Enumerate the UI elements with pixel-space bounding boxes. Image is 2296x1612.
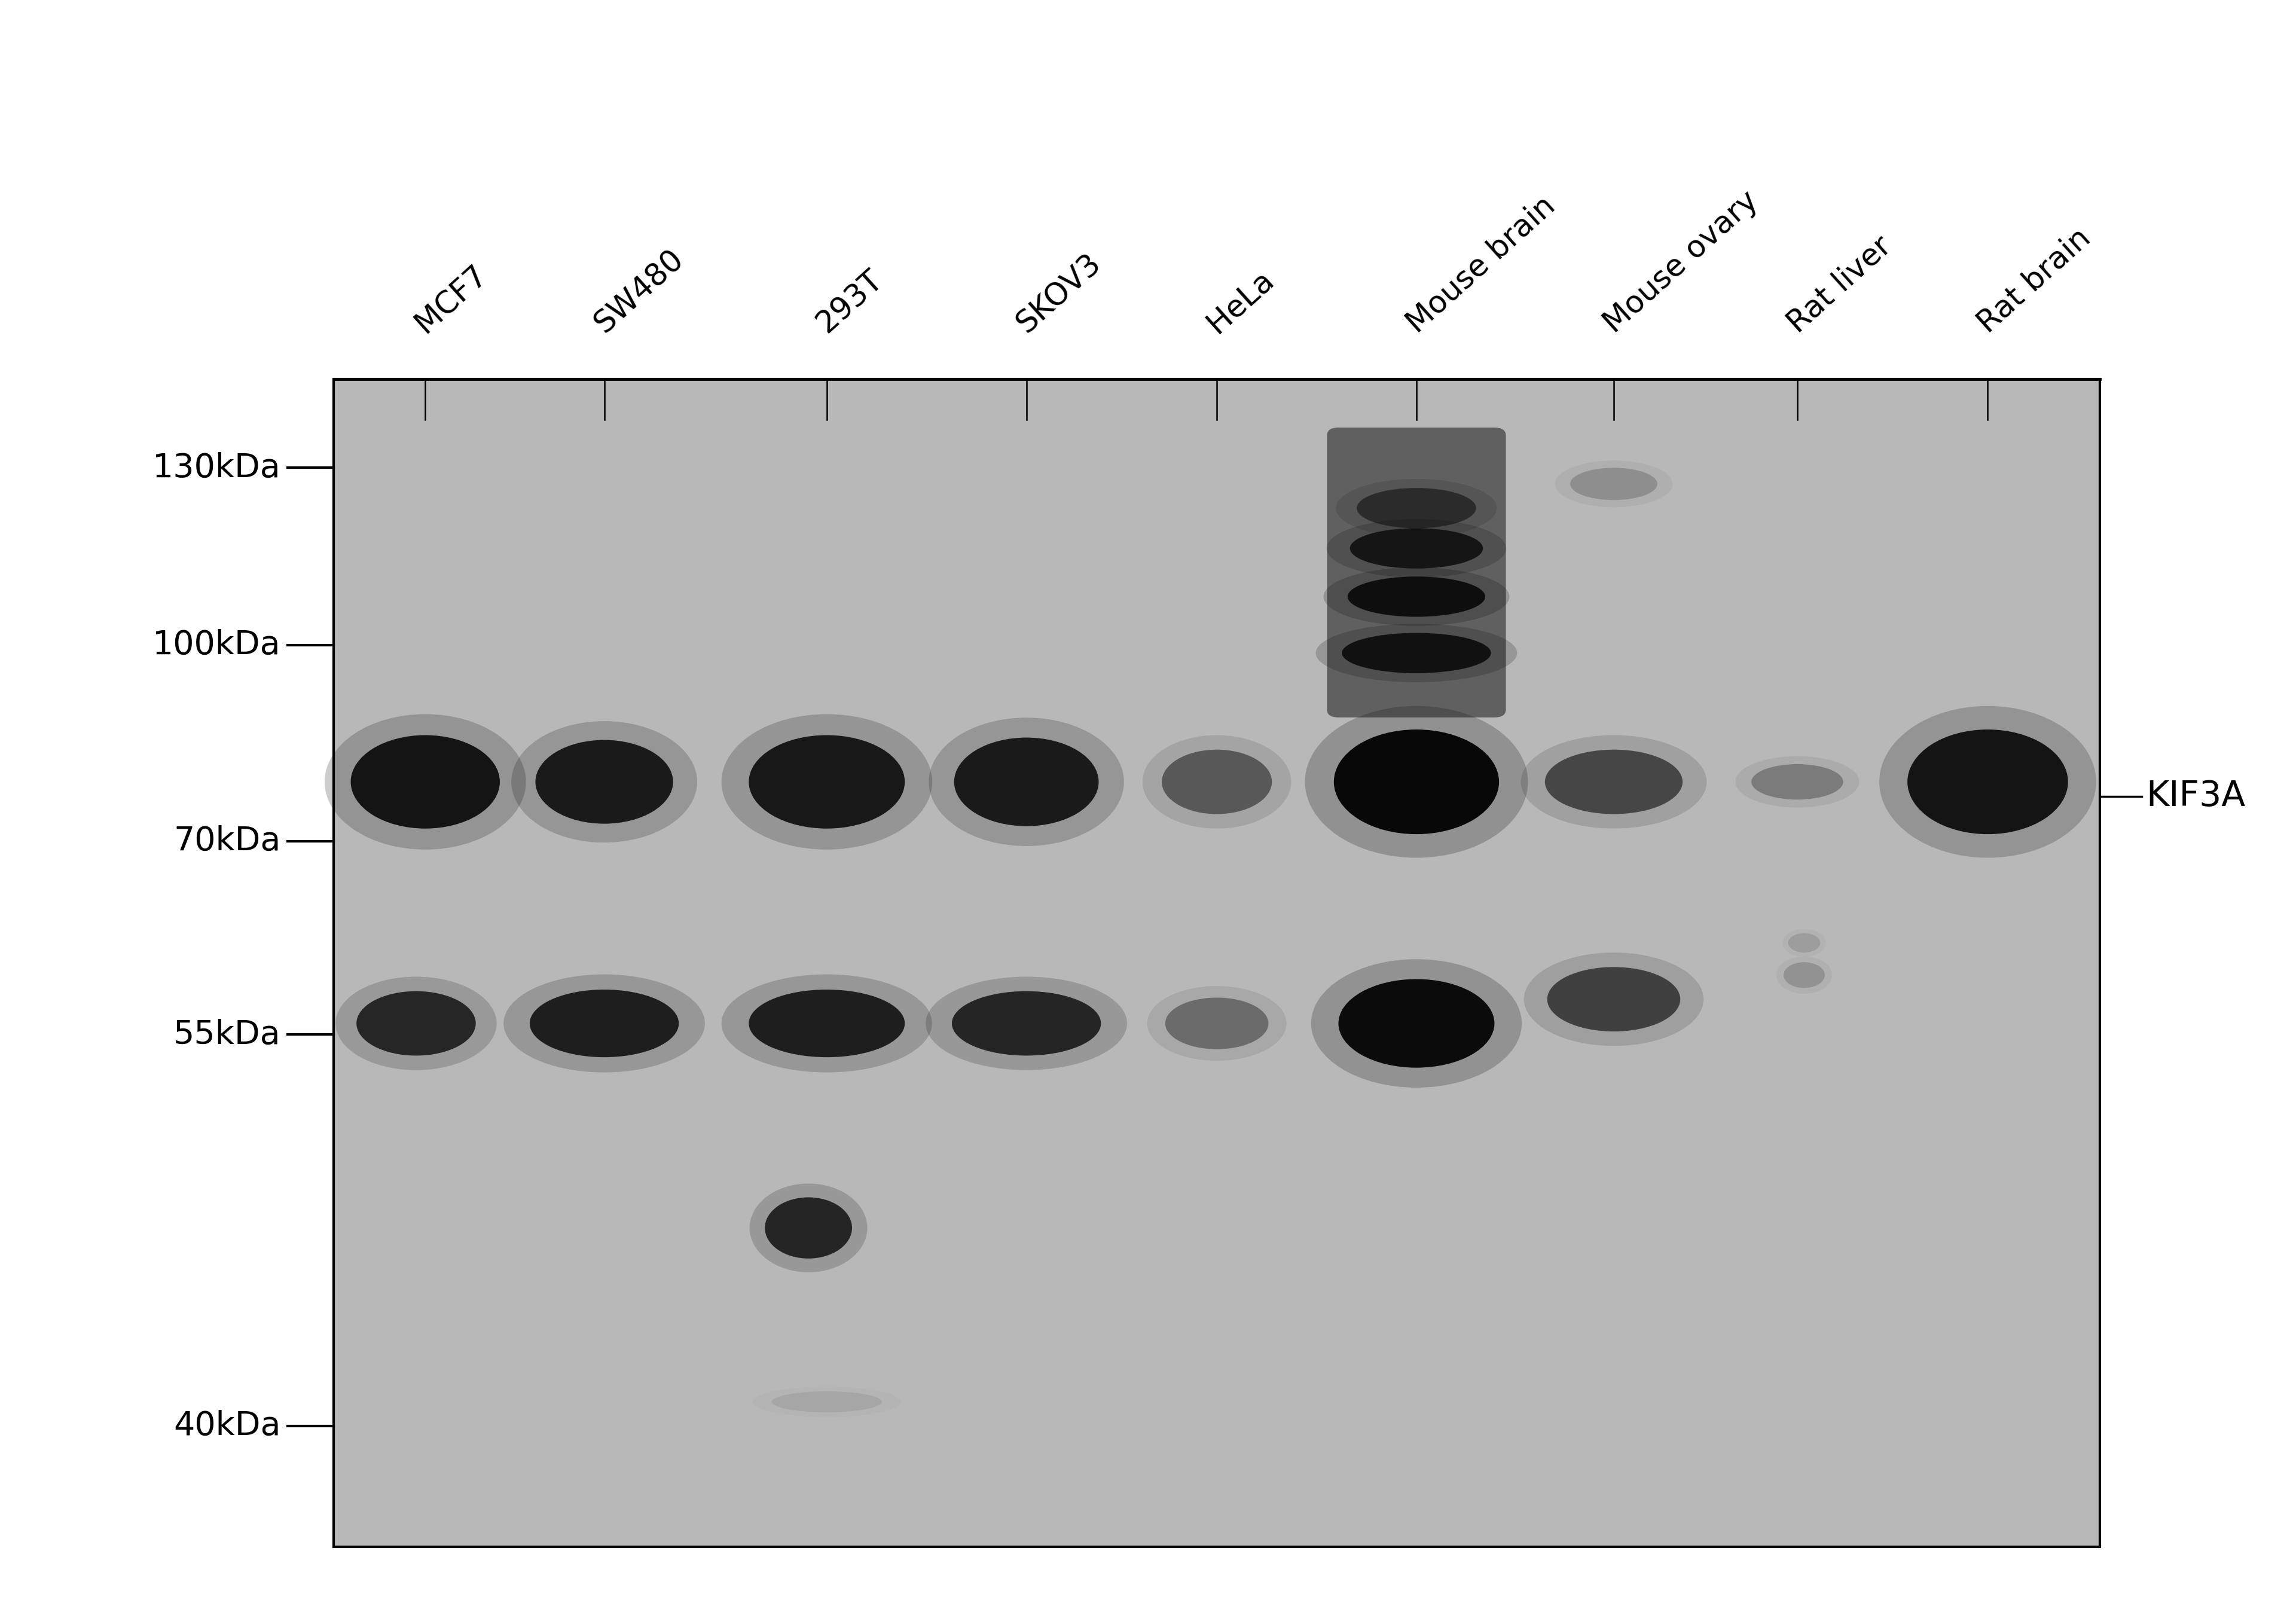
Ellipse shape: [953, 991, 1102, 1056]
Ellipse shape: [1777, 956, 1832, 993]
Ellipse shape: [335, 977, 496, 1070]
Text: 70kDa: 70kDa: [174, 825, 280, 858]
Ellipse shape: [721, 974, 932, 1072]
Text: 40kDa: 40kDa: [174, 1411, 280, 1443]
Ellipse shape: [1350, 529, 1483, 569]
Ellipse shape: [1908, 730, 2069, 833]
Ellipse shape: [1880, 706, 2096, 858]
Text: Rat liver: Rat liver: [1782, 231, 1896, 339]
FancyBboxPatch shape: [333, 379, 2101, 1548]
Text: Rat brain: Rat brain: [1972, 222, 2096, 339]
Ellipse shape: [1311, 959, 1522, 1088]
Ellipse shape: [1357, 488, 1476, 529]
Ellipse shape: [930, 717, 1125, 846]
Ellipse shape: [1752, 764, 1844, 800]
Ellipse shape: [1148, 987, 1286, 1061]
Ellipse shape: [1316, 624, 1518, 682]
Ellipse shape: [765, 1198, 852, 1259]
Ellipse shape: [351, 735, 501, 829]
Ellipse shape: [1570, 467, 1658, 500]
Ellipse shape: [1339, 978, 1495, 1067]
Text: SW480: SW480: [588, 243, 689, 339]
Ellipse shape: [1736, 756, 1860, 808]
Ellipse shape: [1348, 577, 1486, 617]
Ellipse shape: [535, 740, 673, 824]
Ellipse shape: [748, 990, 905, 1057]
Ellipse shape: [1789, 933, 1821, 953]
Text: HeLa: HeLa: [1201, 264, 1279, 339]
Ellipse shape: [1162, 750, 1272, 814]
Ellipse shape: [721, 714, 932, 850]
Ellipse shape: [1336, 479, 1497, 537]
Ellipse shape: [512, 721, 698, 843]
FancyBboxPatch shape: [1327, 427, 1506, 717]
Text: 100kDa: 100kDa: [152, 629, 280, 661]
Ellipse shape: [955, 738, 1100, 825]
Ellipse shape: [1334, 730, 1499, 833]
Ellipse shape: [356, 991, 475, 1056]
Ellipse shape: [771, 1391, 882, 1412]
Ellipse shape: [1554, 461, 1671, 508]
Ellipse shape: [1143, 735, 1290, 829]
Ellipse shape: [1322, 567, 1508, 625]
Ellipse shape: [1782, 929, 1825, 958]
Ellipse shape: [1520, 735, 1706, 829]
Ellipse shape: [1545, 750, 1683, 814]
Text: Mouse brain: Mouse brain: [1401, 190, 1561, 339]
Ellipse shape: [1341, 634, 1490, 674]
Ellipse shape: [1525, 953, 1704, 1046]
Ellipse shape: [530, 990, 680, 1057]
Text: Mouse ovary: Mouse ovary: [1598, 185, 1763, 339]
Text: 130kDa: 130kDa: [152, 451, 280, 484]
Text: 293T: 293T: [810, 264, 889, 339]
Ellipse shape: [1327, 519, 1506, 577]
Text: MCF7: MCF7: [411, 260, 494, 339]
Ellipse shape: [753, 1386, 900, 1417]
Ellipse shape: [324, 714, 526, 850]
Ellipse shape: [925, 977, 1127, 1070]
Text: KIF3A: KIF3A: [2147, 779, 2245, 814]
Text: SKOV3: SKOV3: [1010, 248, 1107, 339]
Ellipse shape: [1784, 962, 1825, 988]
Ellipse shape: [1304, 706, 1527, 858]
Ellipse shape: [748, 735, 905, 829]
Text: 55kDa: 55kDa: [172, 1019, 280, 1051]
Ellipse shape: [748, 1183, 868, 1272]
Ellipse shape: [503, 974, 705, 1072]
Ellipse shape: [1164, 998, 1267, 1049]
Ellipse shape: [1548, 967, 1681, 1032]
